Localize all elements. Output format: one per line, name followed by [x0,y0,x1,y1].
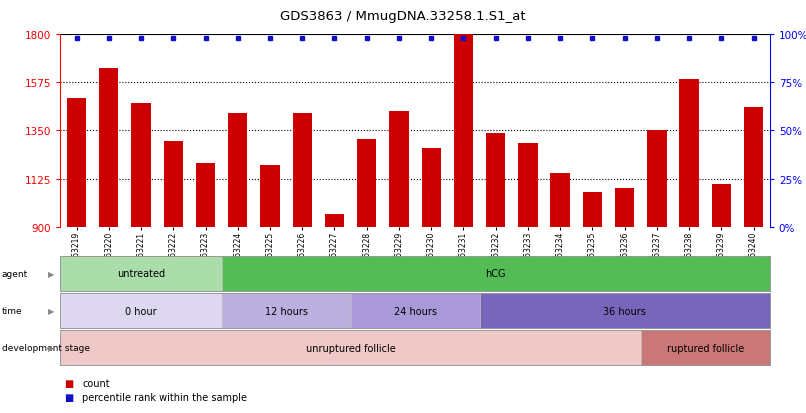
Text: 36 hours: 36 hours [603,306,646,316]
Text: percentile rank within the sample: percentile rank within the sample [82,392,247,402]
Text: ▶: ▶ [48,344,54,352]
Text: 12 hours: 12 hours [264,306,308,316]
Text: 24 hours: 24 hours [393,306,437,316]
Bar [454,35,473,227]
Text: development stage: development stage [2,344,89,352]
Bar [550,174,570,227]
Bar [357,140,376,227]
Text: hCG: hCG [485,268,506,279]
Text: GDS3863 / MmugDNA.33258.1.S1_at: GDS3863 / MmugDNA.33258.1.S1_at [280,10,526,23]
Bar [744,108,763,227]
Bar [325,214,344,227]
Bar [260,165,280,227]
Text: time: time [2,306,23,315]
Bar [228,114,247,227]
Bar [99,69,118,227]
Bar [164,142,183,227]
Text: ▶: ▶ [48,306,54,315]
Bar [389,112,409,227]
Text: unruptured follicle: unruptured follicle [305,343,396,353]
Bar [196,163,215,227]
Bar [647,131,667,227]
Bar [615,189,634,227]
Bar [67,99,86,227]
Text: ■: ■ [64,392,73,402]
Bar [293,114,312,227]
Bar [712,185,731,227]
Text: ▶: ▶ [48,269,54,278]
Bar [486,133,505,227]
Text: 0 hour: 0 hour [125,306,157,316]
Text: count: count [82,378,110,388]
Text: agent: agent [2,269,28,278]
Bar [422,148,441,227]
Text: ruptured follicle: ruptured follicle [667,343,744,353]
Text: ■: ■ [64,378,73,388]
Bar [679,80,699,227]
Text: untreated: untreated [117,268,165,279]
Bar [583,193,602,227]
Bar [131,103,151,227]
Bar [518,144,538,227]
